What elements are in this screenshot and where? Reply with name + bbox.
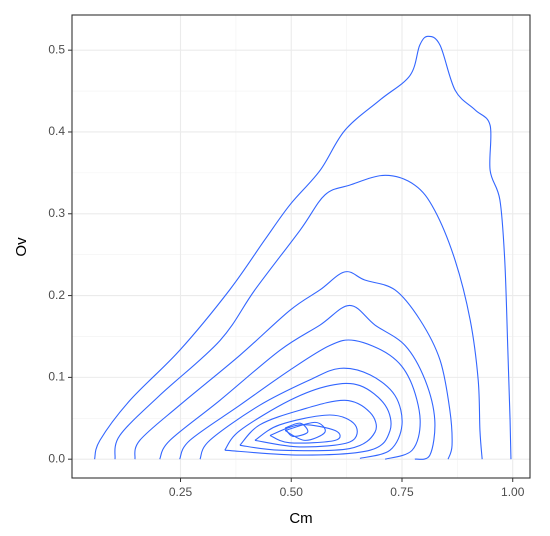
contour-line bbox=[284, 422, 309, 437]
y-tick-label: 0.3 bbox=[48, 206, 65, 220]
contour-line bbox=[239, 399, 377, 452]
x-axis-title: Cm bbox=[289, 510, 312, 527]
x-tick-label: 0.50 bbox=[280, 485, 304, 499]
panel-border bbox=[71, 14, 531, 479]
x-tick-label: 0.25 bbox=[169, 485, 193, 499]
y-tick-label: 0.1 bbox=[48, 370, 65, 384]
contour-line bbox=[134, 271, 453, 460]
contour-line bbox=[254, 414, 358, 448]
contour-line bbox=[94, 35, 512, 460]
y-tick-label: 0.4 bbox=[48, 124, 65, 138]
contour-line bbox=[114, 174, 483, 460]
contour-line bbox=[159, 304, 436, 460]
contour-line bbox=[284, 421, 326, 441]
y-axis-title: Ov bbox=[13, 237, 30, 257]
contour-line bbox=[179, 339, 421, 460]
contour-line bbox=[199, 367, 403, 460]
x-tick-label: 1.00 bbox=[501, 485, 525, 499]
y-tick-label: 0.0 bbox=[48, 451, 65, 465]
y-tick-label: 0.5 bbox=[48, 42, 65, 56]
x-tick-label: 0.75 bbox=[390, 485, 414, 499]
contour-line bbox=[224, 382, 392, 456]
contour-line bbox=[269, 424, 341, 444]
y-tick-label: 0.2 bbox=[48, 288, 65, 302]
